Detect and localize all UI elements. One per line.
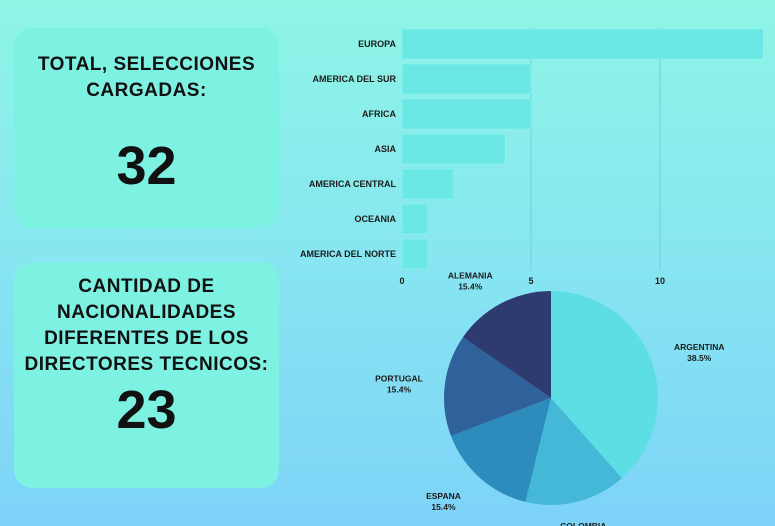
- nacionalidades-card: CANTIDAD DE NACIONALIDADES DIFERENTES DE…: [14, 262, 279, 488]
- nacionalidades-title: CANTIDAD DE NACIONALIDADES DIFERENTES DE…: [24, 276, 269, 375]
- pie-label-espana: ESPANA: [426, 491, 461, 501]
- pie-value-portugal: 15.4%: [387, 385, 412, 395]
- pie-label-alemania: ALEMANIA: [448, 270, 493, 280]
- bar-europa: [401, 28, 764, 60]
- bar-america-del-sur: [401, 63, 532, 95]
- pie-slice-espana: [450, 398, 551, 502]
- pie-value-alemania: 15.4%: [458, 281, 483, 291]
- x-tick-0: 0: [399, 276, 404, 286]
- bar-label-europa: EUROPA: [358, 39, 396, 49]
- pie-label-argentina: ARGENTINA: [674, 342, 725, 352]
- pie-label-colombia: COLOMBIA: [560, 521, 606, 526]
- pie-slice-portugal: [444, 337, 551, 436]
- bar-label-america-central: AMERICA CENTRAL: [309, 179, 397, 189]
- bar-label-africa: AFRICA: [362, 109, 396, 119]
- total-selecciones-card: TOTAL, SELECCIONES CARGADAS: 32: [14, 28, 279, 228]
- bar-africa: [401, 98, 532, 130]
- bar-america-central: [401, 168, 454, 200]
- total-selecciones-value: 32: [116, 136, 177, 196]
- bar-label-asia: ASIA: [374, 144, 396, 154]
- total-selecciones-title: TOTAL, SELECCIONES CARGADAS:: [37, 54, 256, 101]
- pie-value-argentina: 38.5%: [687, 353, 712, 363]
- nacionalidades-value: 23: [116, 380, 177, 440]
- pie-slice-colombia: [525, 398, 622, 505]
- pie-value-espana: 15.4%: [431, 502, 456, 512]
- bar-america-del-norte: [401, 238, 429, 270]
- bar-label-america-del-norte: AMERICA DEL NORTE: [300, 249, 396, 259]
- bar-label-america-del-sur: AMERICA DEL SUR: [312, 74, 396, 84]
- x-tick-5: 5: [528, 276, 533, 286]
- bar-chart: EUROPA AMERICA DEL SUR AFRICA ASIA AMERICA C…: [300, 28, 764, 286]
- bar-asia: [401, 133, 506, 165]
- pie-chart: ARGENTINA38.5%COLOMBIA15.4%ESPANA15.4%PO…: [375, 270, 724, 526]
- x-tick-10: 10: [655, 276, 665, 286]
- pie-slice-alemania: [462, 291, 551, 398]
- bar-label-oceania: OCEANIA: [354, 214, 396, 224]
- bar-oceania: [401, 203, 429, 235]
- pie-slice-argentina: [551, 291, 658, 479]
- pie-label-portugal: PORTUGAL: [375, 374, 423, 384]
